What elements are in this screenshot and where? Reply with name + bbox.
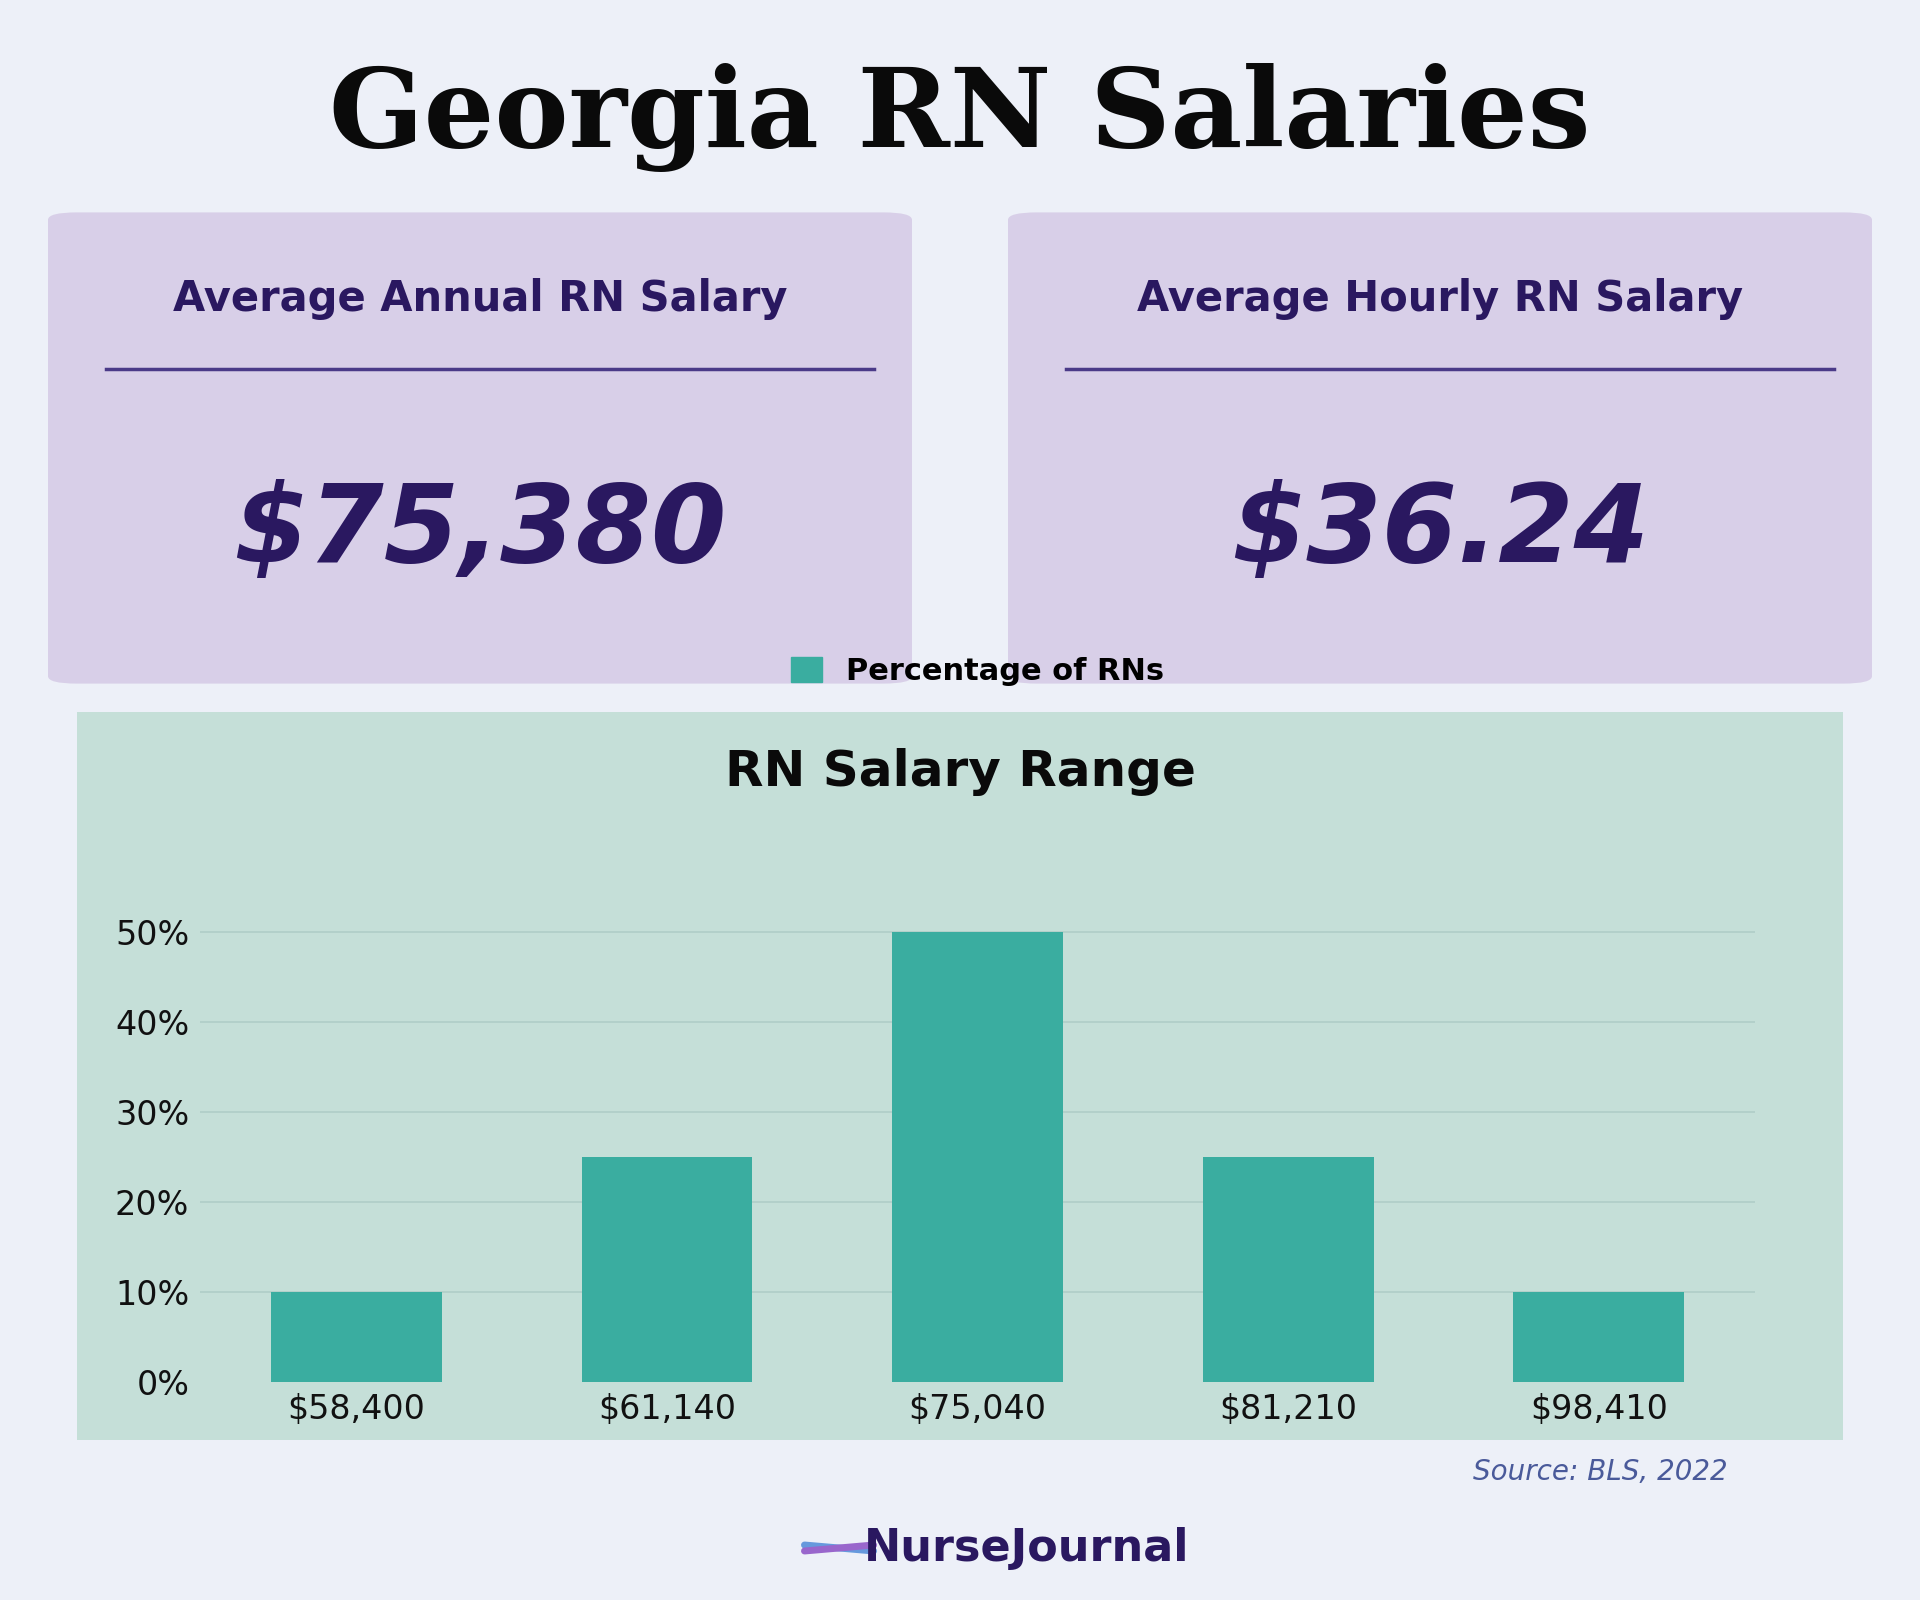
FancyBboxPatch shape (48, 213, 912, 683)
Text: NurseJournal: NurseJournal (864, 1526, 1190, 1570)
Text: Source: BLS, 2022: Source: BLS, 2022 (1473, 1458, 1728, 1486)
Text: $36.24: $36.24 (1231, 480, 1649, 586)
Text: $75,380: $75,380 (234, 480, 726, 586)
Legend: Percentage of RNs: Percentage of RNs (780, 645, 1177, 698)
Text: RN Salary Range: RN Salary Range (724, 749, 1196, 797)
Text: Average Hourly RN Salary: Average Hourly RN Salary (1137, 278, 1743, 320)
Bar (582, 1157, 753, 1382)
Bar (1513, 1291, 1684, 1382)
Bar (271, 1291, 442, 1382)
Bar (893, 931, 1064, 1382)
Text: Georgia RN Salaries: Georgia RN Salaries (330, 62, 1590, 171)
Text: Average Annual RN Salary: Average Annual RN Salary (173, 278, 787, 320)
FancyBboxPatch shape (1008, 213, 1872, 683)
Bar (1202, 1157, 1373, 1382)
